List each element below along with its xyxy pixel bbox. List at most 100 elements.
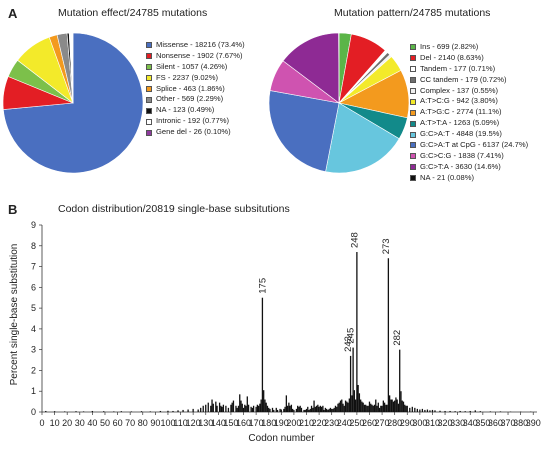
codon-bar bbox=[187, 409, 189, 412]
codon-bar bbox=[82, 411, 85, 412]
codon-bar bbox=[279, 408, 281, 412]
x-tick-label: 220 bbox=[312, 418, 327, 428]
codon-bar bbox=[284, 406, 286, 412]
x-tick-label: 0 bbox=[39, 418, 44, 428]
x-tick-label: 90 bbox=[150, 418, 160, 428]
codon-bar bbox=[343, 405, 345, 412]
legend-swatch bbox=[146, 107, 152, 114]
codon-bar bbox=[244, 404, 246, 412]
legend-label: Tandem - 177 (0.71%) bbox=[420, 63, 496, 73]
pie2-legend: Ins - 699 (2.82%) Del - 2140 (8.63%) Tande… bbox=[410, 42, 528, 184]
codon-bar bbox=[390, 399, 392, 412]
legend-swatch bbox=[410, 109, 416, 116]
codon-bar bbox=[310, 405, 313, 412]
codon-bar bbox=[251, 407, 253, 412]
codon-bar bbox=[235, 405, 237, 412]
codon-bar bbox=[303, 409, 305, 412]
codon-bar bbox=[358, 393, 361, 412]
x-tick-label: 30 bbox=[75, 418, 85, 428]
codon-bar bbox=[298, 406, 300, 412]
x-tick-label: 200 bbox=[286, 418, 301, 428]
codon-bar bbox=[149, 411, 151, 412]
x-tick-label: 390 bbox=[526, 418, 541, 428]
x-tick-label: 320 bbox=[438, 418, 453, 428]
y-tick-label: 3 bbox=[31, 345, 36, 355]
codon-bar bbox=[140, 411, 143, 412]
legend-swatch bbox=[410, 164, 416, 171]
x-tick-label: 240 bbox=[337, 418, 352, 428]
legend-label: Del - 2140 (8.63%) bbox=[420, 52, 484, 62]
codon-bar bbox=[305, 408, 308, 412]
codon-bar bbox=[313, 400, 315, 412]
codon-bar bbox=[103, 411, 105, 412]
codon-bar bbox=[264, 399, 266, 412]
codon-bar bbox=[225, 405, 227, 412]
codon-bar bbox=[351, 395, 353, 412]
codon-bar bbox=[360, 399, 362, 412]
codon-bar bbox=[236, 407, 238, 412]
peak-annotation: 243 bbox=[343, 336, 354, 352]
x-tick-label: 170 bbox=[249, 418, 264, 428]
x-tick-label: 180 bbox=[261, 418, 276, 428]
codon-bar bbox=[167, 410, 169, 412]
codon-bar bbox=[370, 403, 372, 412]
x-tick-label: 340 bbox=[463, 418, 478, 428]
codon-bar bbox=[300, 407, 303, 412]
codon-bar bbox=[373, 404, 376, 412]
codon-bar bbox=[431, 409, 434, 412]
codon-bar bbox=[230, 404, 232, 412]
codon-bar bbox=[239, 394, 241, 412]
codon-bar bbox=[386, 404, 388, 412]
codon-bar bbox=[365, 404, 367, 412]
codon-bar bbox=[205, 404, 207, 412]
legend-swatch bbox=[410, 66, 416, 73]
codon-bar bbox=[159, 410, 162, 412]
codon-bar bbox=[120, 411, 123, 412]
codon-bar bbox=[220, 405, 222, 412]
codon-bar bbox=[260, 399, 262, 412]
codon-bar bbox=[75, 411, 77, 412]
legend-label: G:C>C:G - 1838 (7.41%) bbox=[420, 150, 504, 160]
codon-bar bbox=[367, 405, 369, 412]
codon-bar bbox=[259, 403, 261, 412]
codon-bar bbox=[307, 406, 309, 412]
codon-bar bbox=[317, 404, 319, 412]
legend-label: Silent - 1057 (4.26%) bbox=[156, 61, 228, 71]
codon-bar bbox=[416, 408, 418, 412]
codon-bar bbox=[269, 408, 271, 412]
x-tick-label: 260 bbox=[362, 418, 377, 428]
codon-bar bbox=[245, 405, 247, 412]
codon-bar bbox=[352, 347, 354, 412]
codon-bar bbox=[372, 405, 374, 412]
codon-bar bbox=[387, 258, 390, 412]
pie1-legend-item: Splice - 463 (1.86%) bbox=[146, 84, 245, 95]
codon-bar bbox=[309, 408, 311, 412]
pie2-legend-item: Del - 2140 (8.63%) bbox=[410, 53, 528, 64]
legend-swatch bbox=[410, 120, 416, 127]
y-tick-label: 6 bbox=[31, 282, 36, 292]
legend-label: A:T>T:A - 1263 (5.09%) bbox=[420, 118, 500, 128]
bar-title: Codon distribution/20819 single-base sub… bbox=[58, 203, 290, 215]
codon-bar bbox=[396, 399, 398, 412]
codon-bar bbox=[354, 399, 357, 412]
y-tick-label: 2 bbox=[31, 365, 36, 375]
pie2-slice bbox=[282, 32, 340, 104]
codon-bar bbox=[363, 404, 366, 412]
codon-bar bbox=[299, 405, 301, 412]
codon-bar bbox=[459, 410, 461, 412]
codon-bar bbox=[215, 401, 217, 412]
legend-swatch bbox=[410, 44, 416, 51]
codon-bar bbox=[409, 407, 411, 412]
pie1-legend-item: NA - 123 (0.49%) bbox=[146, 105, 245, 116]
x-tick-label: 100 bbox=[160, 418, 175, 428]
codon-bar bbox=[276, 409, 279, 412]
legend-swatch bbox=[146, 129, 152, 136]
x-tick-label: 290 bbox=[400, 418, 415, 428]
codon-bar bbox=[334, 405, 337, 412]
codon-bar bbox=[218, 402, 221, 412]
codon-bar bbox=[376, 405, 378, 412]
codon-bar bbox=[361, 401, 363, 412]
legend-label: A:T>G:C - 2774 (11.1%) bbox=[420, 107, 502, 117]
legend-label: Missense - 18216 (73.4%) bbox=[156, 40, 245, 49]
legend-label: NA - 21 (0.08%) bbox=[420, 172, 475, 182]
